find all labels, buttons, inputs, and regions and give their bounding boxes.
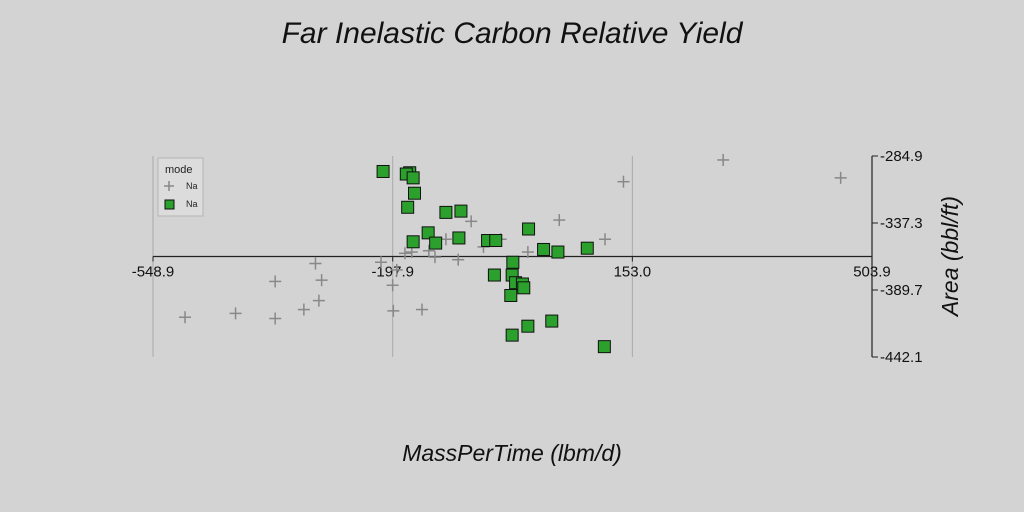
data-point-plus [429, 251, 441, 263]
data-point-plus [179, 311, 191, 323]
data-point-plus [313, 295, 325, 307]
data-point-square [430, 237, 442, 249]
y-tick-label: -442.1 [880, 349, 923, 366]
data-point-plus [230, 307, 242, 319]
y-axis-title: Area (bbl/ft) [937, 196, 963, 318]
legend: mode Na Na [158, 158, 203, 216]
x-tick-label: -197.9 [371, 264, 414, 281]
data-point-square [507, 256, 519, 268]
data-point-plus [387, 279, 399, 291]
data-point-plus [599, 233, 611, 245]
data-point-plus [309, 258, 321, 270]
data-point-square [518, 282, 530, 294]
data-point-square [581, 242, 593, 254]
data-point-plus [269, 275, 281, 287]
data-point-square [505, 289, 517, 301]
y-tick-label: -389.7 [880, 282, 923, 299]
data-point-square [523, 223, 535, 235]
y-tick-label: -337.3 [880, 215, 923, 232]
x-tick-label: 153.0 [614, 264, 652, 281]
legend-title: mode [165, 164, 193, 176]
data-point-square [522, 320, 534, 332]
x-tick-label: -548.9 [132, 264, 175, 281]
data-point-plus [617, 176, 629, 188]
data-points [179, 154, 847, 353]
data-point-plus [452, 254, 464, 266]
data-point-square [455, 205, 467, 217]
data-point-plus [553, 214, 565, 226]
y-tick-label: -284.9 [880, 148, 923, 165]
data-point-plus [399, 247, 411, 259]
data-point-plus [269, 313, 281, 325]
data-point-plus [416, 304, 428, 316]
data-point-square [453, 232, 465, 244]
data-point-square [407, 172, 419, 184]
data-point-square [407, 236, 419, 248]
x-axis-title: MassPerTime (lbm/d) [402, 440, 622, 466]
data-point-square [440, 206, 452, 218]
data-point-plus [387, 305, 399, 317]
data-point-plus [316, 274, 328, 286]
legend-marker-square [165, 200, 174, 209]
data-point-square [538, 243, 550, 255]
data-point-square [506, 329, 518, 341]
chart-title: Far Inelastic Carbon Relative Yield [282, 17, 744, 50]
data-point-square [408, 187, 420, 199]
data-point-plus [298, 304, 310, 316]
data-point-square [598, 341, 610, 353]
legend-label-plus: Na [186, 181, 198, 191]
x-tick-label: 503.9 [853, 264, 891, 281]
legend-label-square: Na [186, 199, 198, 209]
data-point-square [490, 235, 502, 247]
data-point-square [402, 201, 414, 213]
data-point-square [488, 269, 500, 281]
data-point-square [546, 315, 558, 327]
data-point-square [552, 246, 564, 258]
data-point-plus [835, 172, 847, 184]
data-point-square [377, 165, 389, 177]
data-point-plus [717, 154, 729, 166]
